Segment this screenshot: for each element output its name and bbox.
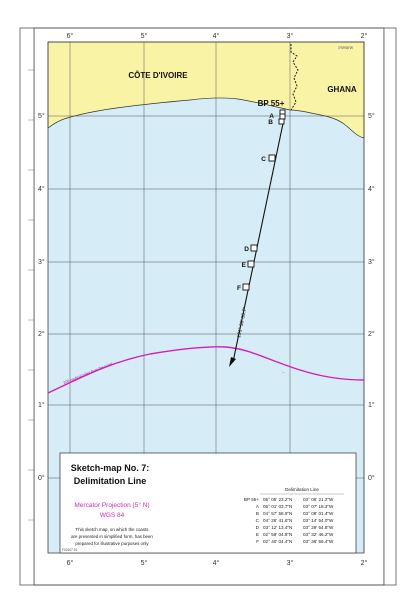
lat-label-5-right: 5° (368, 112, 375, 120)
point-label-e: E (242, 262, 247, 269)
lat-label-2: 2° (38, 330, 45, 338)
lat-labels-right: 5° 4° 3° 2° 1° 0° (368, 112, 375, 482)
land-area (47, 41, 365, 139)
point-label-c: C (261, 156, 266, 163)
row-point: BP 55+ (244, 497, 259, 502)
legend-title-line2: Delimitation Line (74, 476, 147, 486)
row-point: E (256, 532, 259, 537)
row-lat: 02° 59' 04.8"N (263, 532, 292, 537)
row-lon: 03° 32' 46.2"W (303, 532, 334, 537)
projection-line1: Mercator Projection (5° N) (74, 501, 149, 509)
point-marker-c (268, 154, 276, 162)
row-lon: 03° 06' 21.2"W (303, 497, 334, 502)
row-lon: 03° 08' 01.4"W (303, 511, 334, 516)
lon-labels-top: 6° 5° 4° 3° 2° (67, 32, 368, 40)
row-point: F (256, 539, 259, 544)
table-heading: Delimitation Line (285, 487, 319, 492)
point-marker-f (242, 283, 250, 291)
point-label-a: A (269, 113, 274, 120)
lat-label-1: 1° (38, 401, 45, 409)
row-lat: 02° 40' 04.4"N (263, 539, 292, 544)
delimitation-line (232, 113, 286, 363)
lon-label-2: 2° (361, 32, 368, 40)
lat-label-4-right: 4° (368, 185, 375, 193)
lat-label-0-right: 0° (368, 474, 375, 482)
lat-labels-left: 5° 4° 3° 2° 1° 0° (38, 112, 45, 482)
delimitation-arrowhead (229, 357, 236, 367)
row-point: D (256, 525, 260, 530)
lat-label-5: 5° (38, 112, 45, 120)
lon-label-5: 5° (141, 32, 148, 40)
row-lon: 03° 07' 18.3"W (303, 504, 334, 509)
bp55-label: BP 55+ (258, 99, 285, 108)
lon-label-4-bottom: 4° (213, 559, 220, 567)
limit-line-tick: — (282, 370, 285, 374)
lat-label-2-right: 2° (368, 330, 375, 338)
lat-label-0: 0° (38, 474, 45, 482)
country-label-ghana: GHANA (327, 85, 357, 94)
legend-note-line2: are presented in simplified form, has be… (71, 534, 153, 539)
lon-label-5-bottom: 5° (141, 559, 148, 567)
table-row: B 04° 57' 58.9"N 03° 08' 01.4"W (256, 511, 334, 516)
row-point: C (256, 518, 260, 523)
point-marker-d (250, 244, 258, 252)
table-row: C 04° 26' 41.6"N 03° 14' 54.0"W (256, 518, 334, 523)
row-lon: 03° 36' 56.4"W (303, 539, 334, 544)
table-row: BP 55+ 05° 05' 23.2"N 03° 06' 21.2"W (244, 497, 334, 502)
row-point: B (256, 511, 259, 516)
point-label-b: B (268, 119, 273, 126)
legend-note-line1: This sketch map, on which the coasts (76, 527, 150, 532)
row-lat: 05° 01' 03.7"N (263, 504, 292, 509)
lon-label-6: 6° (67, 32, 74, 40)
row-point: A (256, 504, 260, 509)
left-scale-ticks (28, 69, 34, 521)
lon-label-6-bottom: 6° (67, 559, 74, 567)
lat-label-3: 3° (38, 258, 45, 266)
table-row: A 05° 01' 03.7"N 03° 07' 18.3"W (256, 504, 334, 509)
left-scale-bar (19, 27, 35, 586)
table-row: D 03° 12' 13.4"N 03° 29' 54.8"W (256, 525, 334, 530)
row-lat: 04° 57' 58.9"N (263, 511, 292, 516)
legend-box (59, 452, 357, 554)
row-lat: 05° 05' 23.2"N (263, 497, 292, 502)
row-lat: 04° 26' 41.6"N (263, 518, 292, 523)
point-label-f: F (237, 285, 241, 292)
limit-line-200nm (47, 346, 365, 394)
table-row: E 02° 59' 04.8"N 03° 32' 46.2"W (256, 532, 334, 537)
coordinate-table: BP 55+ 05° 05' 23.2"N 03° 06' 21.2"W A 0… (244, 497, 334, 544)
lon-label-4: 4° (213, 32, 220, 40)
lon-label-3: 3° (287, 32, 294, 40)
lat-label-4: 4° (38, 185, 45, 193)
lon-label-2-bottom: 2° (361, 559, 368, 567)
table-row: F 02° 40' 04.4"N 03° 36' 56.4"W (256, 539, 334, 544)
turning-points (242, 109, 286, 291)
row-lat: 03° 12' 13.4"N (263, 525, 292, 530)
row-lon: 03° 14' 54.0"W (303, 518, 334, 523)
point-marker-b (278, 118, 285, 125)
lon-labels-bottom: 6° 5° 4° 3° 2° (67, 559, 368, 567)
point-marker-a (279, 113, 286, 120)
row-lon: 03° 29' 54.8"W (303, 525, 334, 530)
point-marker-e (247, 260, 255, 268)
lon-label-3-bottom: 3° (287, 559, 294, 567)
bottom-left-note: F00107-01 (62, 548, 78, 552)
legend-note-line3: prepared for illustrative purposes only (75, 541, 149, 546)
land-boundary (290, 44, 299, 111)
right-scale-bar (383, 27, 397, 586)
top-right-note: 3°59'58"W (338, 46, 353, 50)
legend-title-line1: Sketch-map No. 7: (71, 463, 150, 473)
point-label-d: D (244, 246, 249, 253)
lat-label-1-right: 1° (368, 401, 375, 409)
projection-line2: WGS 84 (100, 512, 125, 519)
country-label-cote-divoire: CÔTE D'IVOIRE (128, 71, 188, 80)
lat-label-3-right: 3° (368, 258, 375, 266)
